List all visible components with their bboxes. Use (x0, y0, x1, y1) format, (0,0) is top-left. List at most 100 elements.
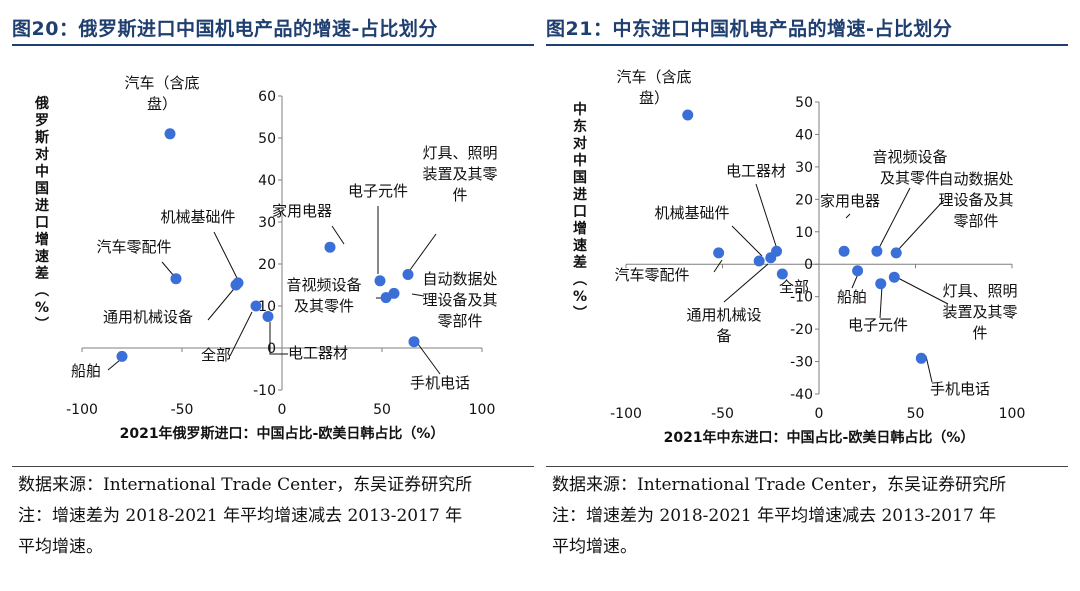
point-label: 汽车零配件 (96, 238, 171, 256)
panel-russia: 图20：俄罗斯进口中国机电产品的增速-占比划分 -10 0 10 20 30 40 50 60… (12, 0, 534, 591)
x-tick-label: 0 (278, 402, 287, 418)
leader-line (897, 199, 945, 251)
figure-title: 图21：中东进口中国机电产品的增速-占比划分 (546, 18, 953, 40)
leader-line (879, 285, 883, 319)
leader-line (713, 259, 723, 273)
leader-line (417, 343, 441, 375)
data-point (116, 350, 128, 362)
y-tick-label: -20 (790, 322, 813, 338)
leader-line (411, 293, 425, 297)
point-label: 汽车零配件 (614, 266, 689, 284)
title-rule (12, 44, 534, 46)
y-tick-label: 0 (804, 257, 813, 273)
y-tick-label: -10 (253, 383, 276, 399)
y-tick-label: 50 (795, 95, 813, 111)
leader-line (723, 263, 769, 303)
leader-line (897, 277, 949, 305)
footnote-line-2: 平均增速。 (552, 537, 637, 557)
data-point (871, 245, 883, 257)
figure-title: 图20：俄罗斯进口中国机电产品的增速-占比划分 (12, 18, 438, 40)
y-tick-label: 60 (258, 89, 276, 105)
point-label: 电工器材 (726, 162, 786, 180)
leader-line (925, 355, 933, 383)
point-label: 全部 (779, 278, 809, 296)
point-label: 汽车（含底盘） (124, 74, 199, 113)
x-tick-label: -100 (610, 406, 642, 422)
y-tick-label: 40 (795, 127, 813, 143)
data-point (838, 245, 850, 257)
data-point (250, 300, 262, 312)
data-point (776, 268, 788, 280)
y-tick-label: -40 (790, 387, 813, 403)
point-label: 家用电器 (272, 202, 332, 220)
point-label: 自动数据处理设备及其零部件 (422, 270, 497, 330)
y-axis-title: 俄罗斯对中国进口增速差︵% ︶ (34, 95, 49, 333)
x-axis-title: 2021年中东进口：中国占比-欧美日韩占比（%） (664, 429, 975, 446)
point-label: 机械基础件 (654, 204, 729, 222)
notes: 数据来源：International Trade Center，东吴证券研究所 … (552, 470, 1062, 563)
point-label: 电子元件 (848, 316, 908, 334)
point-label: 电工器材 (288, 344, 348, 362)
data-point (915, 352, 927, 364)
leader-line (213, 231, 239, 281)
y-tick-label: 10 (258, 299, 276, 315)
point-label: 船舶 (837, 288, 867, 306)
notes-rule (12, 466, 534, 467)
data-point (402, 269, 414, 280)
y-tick-label: 20 (258, 257, 276, 273)
data-point (170, 273, 182, 285)
notes: 数据来源：International Trade Center，东吴证券研究所 … (18, 470, 528, 563)
leader-line (877, 187, 911, 251)
x-axis-title: 2021年俄罗斯进口：中国占比-欧美日韩占比（%） (120, 425, 445, 442)
y-tick-label: 0 (267, 341, 276, 357)
point-label: 灯具、照明装置及其零件 (942, 282, 1017, 342)
y-tick-label: 30 (795, 160, 813, 176)
data-point (713, 247, 725, 259)
x-tick-label: 100 (999, 406, 1026, 422)
point-label: 通用机械设备 (686, 306, 761, 345)
point-label: 音视频设备及其零件 (286, 276, 361, 315)
point-label: 自动数据处理设备及其零部件 (938, 170, 1013, 230)
y-tick-label: 50 (258, 131, 276, 147)
point-label: 灯具、照明装置及其零件 (422, 144, 497, 204)
title-rule (546, 44, 1068, 46)
notes-rule (546, 466, 1068, 467)
leader-line (409, 233, 437, 271)
point-label: 全部 (201, 346, 231, 364)
data-point (753, 255, 765, 267)
y-tick-label: 30 (258, 215, 276, 231)
point-label: 家用电器 (820, 192, 880, 210)
data-point (888, 271, 900, 283)
point-label: 音视频设备及其零件 (872, 148, 947, 187)
data-point (682, 109, 694, 121)
y-tick-label: 20 (795, 192, 813, 208)
footnote-line-2: 平均增速。 (18, 537, 103, 557)
source-note: 数据来源：International Trade Center，东吴证券研究所 (18, 475, 473, 495)
leader-line (161, 261, 175, 277)
y-tick-label: -30 (790, 355, 813, 371)
x-tick-label: -50 (711, 406, 734, 422)
data-point (388, 287, 400, 299)
point-label: 通用机械设备 (103, 308, 193, 326)
leader-line (331, 225, 345, 245)
data-point (875, 278, 887, 290)
source-note: 数据来源：International Trade Center，东吴证券研究所 (552, 475, 1007, 495)
point-label: 汽车（含底盘） (616, 68, 691, 107)
leader-line (845, 213, 851, 219)
leader-line (269, 322, 288, 355)
point-label: 机械基础件 (160, 208, 235, 226)
y-tick-label: 40 (258, 173, 276, 189)
leader-line (107, 359, 121, 371)
x-tick-label: -50 (171, 402, 194, 418)
footnote-line-1: 注：增速差为 2018-2021 年平均增速减去 2013-2017 年 (552, 506, 997, 526)
y-axis-title: 中东对中国进口增速差︵% ︶ (572, 101, 587, 322)
point-label: 船舶 (71, 362, 101, 380)
leader-line (755, 183, 777, 247)
leader-line (851, 273, 859, 289)
data-point (852, 265, 864, 277)
y-tick-label: 10 (795, 225, 813, 241)
x-tick-label: 100 (469, 402, 496, 418)
point-label: 手机电话 (930, 380, 990, 398)
